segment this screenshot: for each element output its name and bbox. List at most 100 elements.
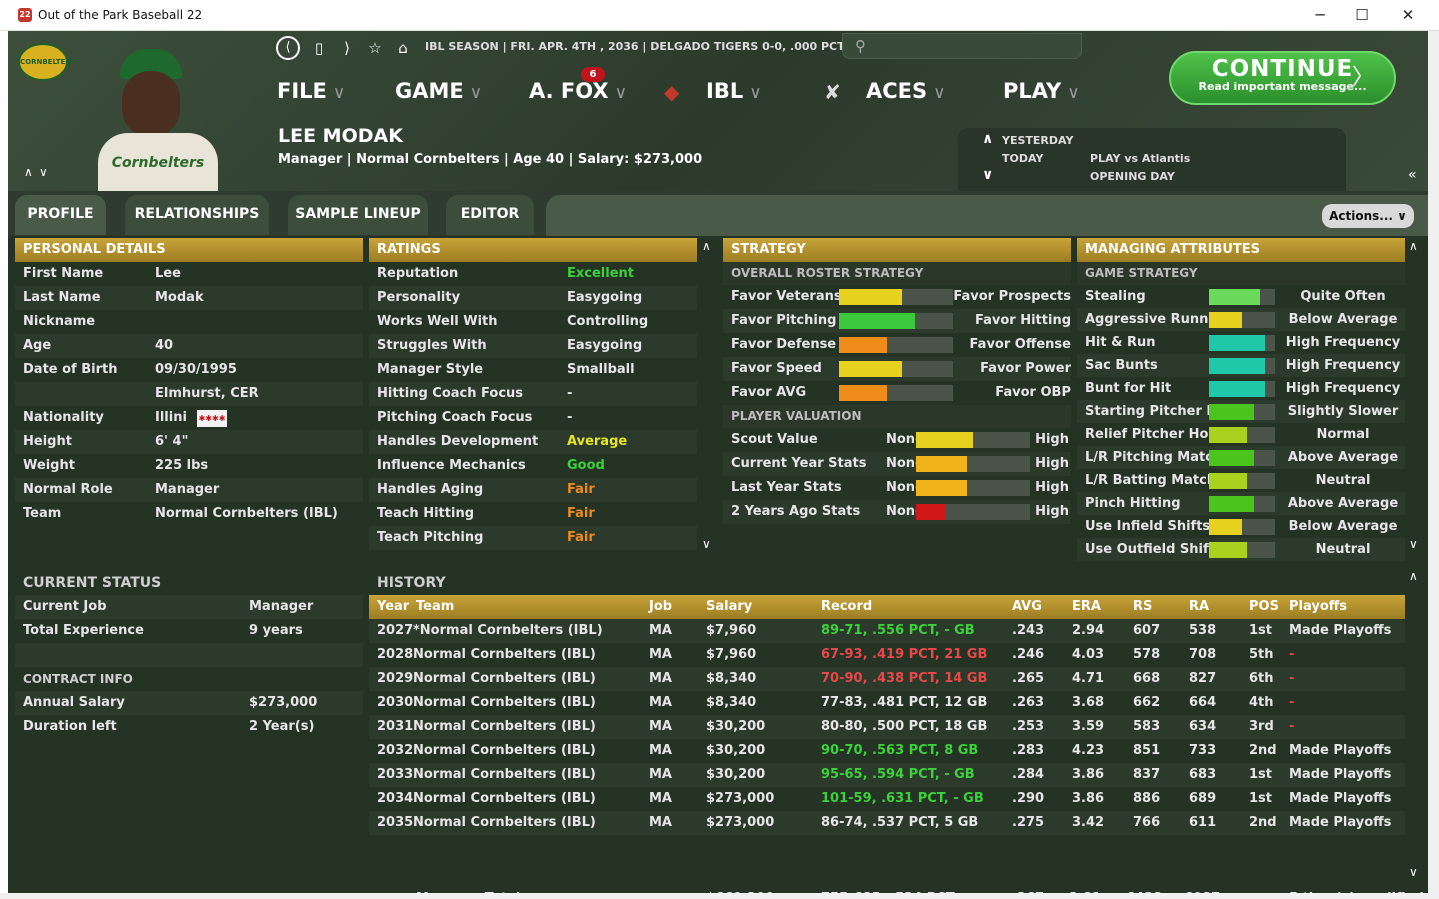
managing-row[interactable]: Use Infield Shifts Below Average — [1077, 515, 1405, 538]
strategy-left-label: Favor Defense — [731, 337, 837, 352]
history-col-header[interactable]: RS — [1133, 599, 1153, 614]
star-icon[interactable]: ☆ — [368, 39, 382, 57]
managing-row[interactable]: Bunt for Hit High Frequency — [1077, 377, 1405, 400]
history-row[interactable]: 2030 Normal Cornbelters (IBL) MA $8,340 77-8… — [369, 691, 1405, 715]
managing-slider[interactable] — [1209, 381, 1275, 397]
strategy-slider[interactable] — [839, 337, 953, 353]
strategy-row[interactable]: Favor Speed Favor Power — [723, 357, 1071, 381]
managing-row[interactable]: Hit & Run High Frequency — [1077, 331, 1405, 354]
history-scroll-up-icon[interactable]: ∧ — [1409, 569, 1418, 583]
history-row[interactable]: 2028 Normal Cornbelters (IBL) MA $7,960 67-9… — [369, 643, 1405, 667]
prev-person-arrow-icon[interactable]: ∧ — [24, 165, 33, 179]
managing-row[interactable]: Pinch Hitting Above Average — [1077, 492, 1405, 515]
valuation-row[interactable]: Last Year Stats None High — [723, 476, 1071, 500]
managing-scroll-up-icon[interactable]: ∧ — [1409, 239, 1418, 253]
history-row[interactable]: 2032 Normal Cornbelters (IBL) MA $30,200 90-… — [369, 739, 1405, 763]
managing-row[interactable]: Sac Bunts High Frequency — [1077, 354, 1405, 377]
history-row[interactable]: 2035 Normal Cornbelters (IBL) MA $273,000 86… — [369, 811, 1405, 835]
next-person-arrow-icon[interactable]: ∨ — [39, 165, 48, 179]
strategy-slider[interactable] — [839, 313, 953, 329]
valuation-slider[interactable] — [916, 456, 1030, 472]
maximize-button[interactable]: ☐ — [1355, 6, 1369, 24]
strategy-slider[interactable] — [839, 289, 953, 305]
minimize-button[interactable]: ─ — [1315, 6, 1325, 24]
menu-manager[interactable]: A. FOX ∨ — [529, 79, 628, 103]
history-col-header[interactable]: RA — [1189, 599, 1210, 614]
history-cell-job: MA — [649, 623, 672, 638]
back-icon[interactable]: ⟨ — [276, 36, 300, 60]
managing-scroll-down-icon[interactable]: ∨ — [1409, 537, 1418, 551]
tab-profile[interactable]: PROFILE — [15, 195, 106, 235]
managing-slider[interactable] — [1209, 404, 1275, 420]
tab-editor[interactable]: EDITOR — [446, 195, 534, 235]
valuation-slider[interactable] — [916, 432, 1030, 448]
valuation-slider[interactable] — [916, 504, 1030, 520]
menu-game[interactable]: GAME ∨ — [395, 79, 483, 103]
managing-row[interactable]: L/R Pitching Matchups Above Average — [1077, 446, 1405, 469]
tab-sample-lineup[interactable]: SAMPLE LINEUP — [288, 195, 428, 235]
managing-slider[interactable] — [1209, 496, 1275, 512]
managing-slider[interactable] — [1209, 450, 1275, 466]
managing-slider[interactable] — [1209, 542, 1275, 558]
menu-team[interactable]: ACES ∨ — [866, 79, 946, 103]
history-col-header[interactable]: Record — [821, 599, 873, 614]
history-col-header[interactable]: ERA — [1072, 599, 1101, 614]
actions-button[interactable]: Actions... ∨ — [1322, 204, 1414, 228]
strategy-slider[interactable] — [839, 361, 953, 377]
history-col-header[interactable]: AVG — [1012, 599, 1042, 614]
forward-icon[interactable]: ⟩ — [344, 39, 350, 57]
managing-slider[interactable] — [1209, 519, 1275, 535]
team-logo[interactable]: CORNBELTERS — [18, 43, 76, 81]
history-scroll-down-icon[interactable]: ∨ — [1409, 865, 1418, 879]
history-col-header[interactable]: Salary — [706, 599, 753, 614]
valuation-slider[interactable] — [916, 480, 1030, 496]
ratings-scroll-up-icon[interactable]: ∧ — [702, 239, 711, 253]
history-col-header[interactable]: POS — [1249, 599, 1279, 614]
strategy-row[interactable]: Favor Veterans Favor Prospects — [723, 285, 1071, 309]
managing-row[interactable]: Use Outfield Shifts Neutral — [1077, 538, 1405, 561]
managing-row[interactable]: Relief Pitcher Hook Normal — [1077, 423, 1405, 446]
valuation-row[interactable]: 2 Years Ago Stats None High — [723, 500, 1071, 524]
history-title: HISTORY — [377, 575, 446, 591]
menu-play[interactable]: PLAY ∨ — [1003, 79, 1080, 103]
schedule-up-icon[interactable]: ∧ — [982, 131, 994, 147]
history-col-header[interactable]: Playoffs — [1289, 599, 1348, 614]
managing-value: Slightly Slower — [1287, 404, 1399, 419]
managing-slider[interactable] — [1209, 473, 1275, 489]
menu-file[interactable]: FILE ∨ — [277, 79, 346, 103]
close-button[interactable]: ✕ — [1401, 6, 1415, 24]
history-row[interactable]: 2031 Normal Cornbelters (IBL) MA $30,200 80-… — [369, 715, 1405, 739]
valuation-row[interactable]: Current Year Stats None High — [723, 452, 1071, 476]
valuation-row[interactable]: Scout Value None High — [723, 428, 1071, 452]
managing-slider[interactable] — [1209, 312, 1275, 328]
strategy-slider[interactable] — [839, 385, 953, 401]
history-col-header[interactable]: Team — [416, 599, 455, 614]
strategy-row[interactable]: Favor Defense Favor Offense — [723, 333, 1071, 357]
strategy-row[interactable]: Favor Pitching Favor Hitting — [723, 309, 1071, 333]
history-row[interactable]: 2034 Normal Cornbelters (IBL) MA $273,000 10… — [369, 787, 1405, 811]
history-row[interactable]: 2029 Normal Cornbelters (IBL) MA $8,340 70-9… — [369, 667, 1405, 691]
ratings-scroll-down-icon[interactable]: ∨ — [702, 537, 711, 551]
managing-row[interactable]: L/R Batting Matchups Neutral — [1077, 469, 1405, 492]
managing-slider[interactable] — [1209, 427, 1275, 443]
tab-relationships[interactable]: RELATIONSHIPS — [125, 195, 269, 235]
history-col-header[interactable]: Year — [377, 599, 410, 614]
schedule-down-icon[interactable]: ∨ — [982, 167, 994, 183]
managing-row[interactable]: Stealing Quite Often — [1077, 285, 1405, 308]
history-row[interactable]: 2027 *Normal Cornbelters (IBL) MA $7,960 89-… — [369, 619, 1405, 643]
history-row[interactable]: 2033 Normal Cornbelters (IBL) MA $30,200 95-… — [369, 763, 1405, 787]
schedule-game[interactable]: PLAY vs Atlantis — [1090, 152, 1191, 165]
menu-league[interactable]: IBL ∨ — [706, 79, 762, 103]
bookmark-icon[interactable]: ▯ — [314, 39, 324, 57]
managing-slider[interactable] — [1209, 335, 1275, 351]
managing-slider[interactable] — [1209, 358, 1275, 374]
managing-row[interactable]: Starting Pitcher Hook Slightly Slower — [1077, 400, 1405, 423]
history-col-header[interactable]: Job — [649, 599, 673, 614]
search-box[interactable]: ⚲ — [842, 33, 1082, 59]
home-icon[interactable]: ⌂ — [398, 39, 408, 57]
collapse-panel-icon[interactable]: « — [1408, 167, 1417, 183]
continue-button[interactable]: CONTINUE Read important message... 〉 — [1169, 51, 1396, 105]
managing-slider[interactable] — [1209, 289, 1275, 305]
managing-row[interactable]: Aggressive Running Below Average — [1077, 308, 1405, 331]
strategy-row[interactable]: Favor AVG Favor OBP — [723, 381, 1071, 405]
